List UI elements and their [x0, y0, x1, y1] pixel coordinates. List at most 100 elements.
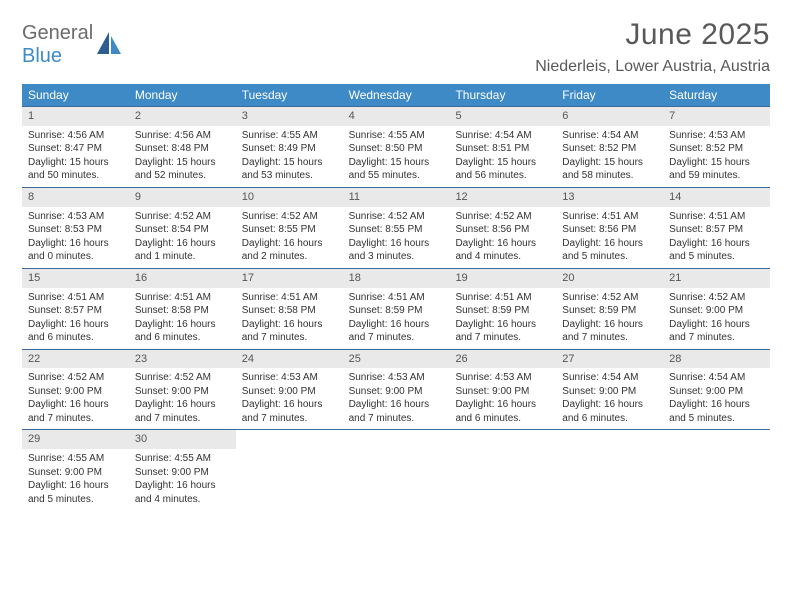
day-number: 21 [663, 269, 770, 288]
week-row: 8Sunrise: 4:53 AMSunset: 8:53 PMDaylight… [22, 187, 770, 268]
daylight-line: Daylight: 16 hours and 6 minutes. [455, 398, 550, 425]
sunrise-line: Sunrise: 4:55 AM [135, 452, 230, 466]
day-cell: 16Sunrise: 4:51 AMSunset: 8:58 PMDayligh… [129, 269, 236, 349]
daylight-line: Daylight: 16 hours and 7 minutes. [135, 398, 230, 425]
day-number: 15 [22, 269, 129, 288]
day-cell [556, 430, 663, 510]
day-cell-body: Sunrise: 4:56 AMSunset: 8:48 PMDaylight:… [129, 129, 236, 183]
day-number: 7 [663, 107, 770, 126]
day-cell: 15 Sunrise: 4:51 AMSunset: 8:57 PMDayligh… [22, 269, 129, 349]
day-cell-body: Sunrise: 4:55 AMSunset: 9:00 PMDaylight:… [22, 452, 129, 506]
sunset-line: Sunset: 9:00 PM [28, 466, 123, 480]
day-cell: 12Sunrise: 4:52 AMSunset: 8:56 PMDayligh… [449, 188, 556, 268]
day-header-cell: Wednesday [343, 84, 450, 106]
sunrise-line: Sunrise: 4:56 AM [135, 129, 230, 143]
day-cell-body: Sunrise: 4:51 AMSunset: 8:57 PMDaylight:… [22, 291, 129, 345]
day-cell-body: Sunrise: 4:52 AMSunset: 8:55 PMDaylight:… [236, 210, 343, 264]
sunset-line: Sunset: 9:00 PM [669, 304, 764, 318]
calendar-grid: SundayMondayTuesdayWednesdayThursdayFrid… [22, 84, 770, 510]
day-number: 2 [129, 107, 236, 126]
logo-text-blue: Blue [22, 45, 62, 67]
day-cell: 26 Sunrise: 4:53 AMSunset: 9:00 PMDayligh… [449, 350, 556, 430]
daylight-line: Daylight: 16 hours and 7 minutes. [349, 398, 444, 425]
day-header-cell: Friday [556, 84, 663, 106]
sunset-line: Sunset: 8:55 PM [349, 223, 444, 237]
day-cell: 19 Sunrise: 4:51 AMSunset: 8:59 PMDayligh… [449, 269, 556, 349]
day-number: 23 [129, 350, 236, 369]
day-number: 17 [236, 269, 343, 288]
day-number: 14 [663, 188, 770, 207]
sunrise-line: Sunrise: 4:52 AM [562, 291, 657, 305]
sunrise-line: Sunrise: 4:53 AM [455, 371, 550, 385]
daylight-line: Daylight: 16 hours and 4 minutes. [135, 479, 230, 506]
day-number: 26 [449, 350, 556, 369]
weeks-container: 1Sunrise: 4:56 AMSunset: 8:47 PMDaylight… [22, 106, 770, 510]
sunrise-line: Sunrise: 4:53 AM [349, 371, 444, 385]
daylight-line: Daylight: 16 hours and 5 minutes. [562, 237, 657, 264]
sunset-line: Sunset: 8:47 PM [28, 142, 123, 156]
day-cell: 4Sunrise: 4:55 AMSunset: 8:50 PMDaylight… [343, 107, 450, 187]
day-cell: 30 Sunrise: 4:55 AMSunset: 9:00 PMDayligh… [129, 430, 236, 510]
day-cell: 3Sunrise: 4:55 AMSunset: 8:49 PMDaylight… [236, 107, 343, 187]
day-number: 9 [129, 188, 236, 207]
day-cell-body: Sunrise: 4:56 AMSunset: 8:47 PMDaylight:… [22, 129, 129, 183]
sunrise-line: Sunrise: 4:54 AM [669, 371, 764, 385]
week-row: 29Sunrise: 4:55 AMSunset: 9:00 PMDayligh… [22, 429, 770, 510]
day-cell [236, 430, 343, 510]
sunrise-line: Sunrise: 4:52 AM [242, 210, 337, 224]
sunrise-line: Sunrise: 4:51 AM [135, 291, 230, 305]
sunset-line: Sunset: 9:00 PM [455, 385, 550, 399]
daylight-line: Daylight: 16 hours and 0 minutes. [28, 237, 123, 264]
day-number: 3 [236, 107, 343, 126]
sunrise-line: Sunrise: 4:52 AM [669, 291, 764, 305]
sunset-line: Sunset: 8:51 PM [455, 142, 550, 156]
daylight-line: Daylight: 16 hours and 5 minutes. [28, 479, 123, 506]
day-cell-body: Sunrise: 4:51 AMSunset: 8:57 PMDaylight:… [663, 210, 770, 264]
sunrise-line: Sunrise: 4:52 AM [135, 371, 230, 385]
day-number: 1 [22, 107, 129, 126]
day-cell-body: Sunrise: 4:53 AMSunset: 8:52 PMDaylight:… [663, 129, 770, 183]
sunset-line: Sunset: 9:00 PM [135, 466, 230, 480]
day-number: 12 [449, 188, 556, 207]
day-cell-body: Sunrise: 4:52 AMSunset: 8:55 PMDaylight:… [343, 210, 450, 264]
day-cell-body: Sunrise: 4:51 AMSunset: 8:59 PMDaylight:… [449, 291, 556, 345]
sunrise-line: Sunrise: 4:51 AM [455, 291, 550, 305]
day-cell-body: Sunrise: 4:53 AMSunset: 9:00 PMDaylight:… [343, 371, 450, 425]
sunrise-line: Sunrise: 4:51 AM [562, 210, 657, 224]
day-cell-body: Sunrise: 4:52 AMSunset: 9:00 PMDaylight:… [663, 291, 770, 345]
week-row: 15 Sunrise: 4:51 AMSunset: 8:57 PMDayligh… [22, 268, 770, 349]
sunset-line: Sunset: 9:00 PM [669, 385, 764, 399]
day-cell: 21 Sunrise: 4:52 AMSunset: 9:00 PMDayligh… [663, 269, 770, 349]
day-cell: 13Sunrise: 4:51 AMSunset: 8:56 PMDayligh… [556, 188, 663, 268]
day-number: 30 [129, 430, 236, 449]
day-header-row: SundayMondayTuesdayWednesdayThursdayFrid… [22, 84, 770, 106]
day-cell: 23 Sunrise: 4:52 AMSunset: 9:00 PMDayligh… [129, 350, 236, 430]
sunrise-line: Sunrise: 4:54 AM [562, 371, 657, 385]
day-cell-body: Sunrise: 4:54 AMSunset: 9:00 PMDaylight:… [663, 371, 770, 425]
sunset-line: Sunset: 8:56 PM [455, 223, 550, 237]
sunrise-line: Sunrise: 4:51 AM [242, 291, 337, 305]
sunrise-line: Sunrise: 4:51 AM [349, 291, 444, 305]
location-subtitle: Niederleis, Lower Austria, Austria [535, 58, 770, 76]
day-number: 19 [449, 269, 556, 288]
day-cell: 7 Sunrise: 4:53 AMSunset: 8:52 PMDaylight… [663, 107, 770, 187]
logo-text-general: General [22, 22, 93, 44]
day-cell [663, 430, 770, 510]
daylight-line: Daylight: 16 hours and 7 minutes. [562, 318, 657, 345]
day-cell-body: Sunrise: 4:52 AMSunset: 9:00 PMDaylight:… [129, 371, 236, 425]
day-cell: 5Sunrise: 4:54 AMSunset: 8:51 PMDaylight… [449, 107, 556, 187]
day-cell: 2 Sunrise: 4:56 AMSunset: 8:48 PMDaylight… [129, 107, 236, 187]
daylight-line: Daylight: 15 hours and 59 minutes. [669, 156, 764, 183]
sunset-line: Sunset: 9:00 PM [242, 385, 337, 399]
daylight-line: Daylight: 15 hours and 53 minutes. [242, 156, 337, 183]
sunset-line: Sunset: 8:59 PM [455, 304, 550, 318]
sunrise-line: Sunrise: 4:56 AM [28, 129, 123, 143]
daylight-line: Daylight: 16 hours and 7 minutes. [455, 318, 550, 345]
day-cell-body: Sunrise: 4:51 AMSunset: 8:56 PMDaylight:… [556, 210, 663, 264]
sunset-line: Sunset: 8:54 PM [135, 223, 230, 237]
sunrise-line: Sunrise: 4:53 AM [242, 371, 337, 385]
sunrise-line: Sunrise: 4:53 AM [669, 129, 764, 143]
day-cell: 24Sunrise: 4:53 AMSunset: 9:00 PMDayligh… [236, 350, 343, 430]
day-number: 6 [556, 107, 663, 126]
day-header-cell: Tuesday [236, 84, 343, 106]
